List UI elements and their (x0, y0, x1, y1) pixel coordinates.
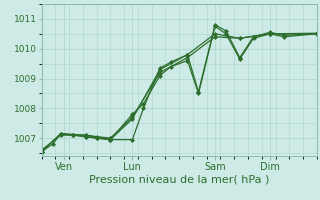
X-axis label: Pression niveau de la mer( hPa ): Pression niveau de la mer( hPa ) (89, 174, 269, 184)
